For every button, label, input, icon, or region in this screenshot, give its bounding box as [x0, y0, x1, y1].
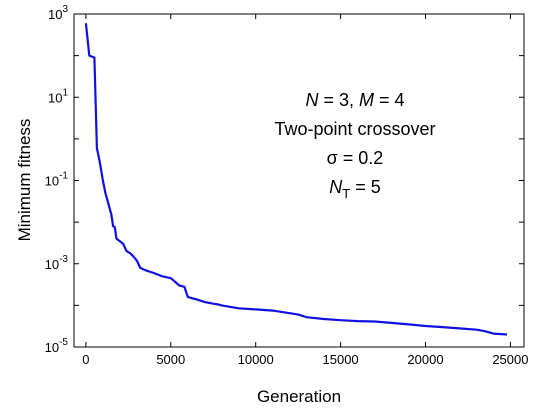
annotation-params: N = 3, M = 4 [305, 90, 404, 110]
y-tick-label: 101 [48, 87, 68, 105]
annotation-sigma: σ = 0.2 [327, 148, 384, 168]
x-tick-label: 10000 [238, 352, 274, 367]
y-tick-labels: 10-5 10-3 10-1 101 103 [45, 4, 69, 355]
y-tick-label: 10-1 [45, 171, 69, 189]
plot-frame [73, 13, 525, 348]
x-tick-label: 15000 [323, 352, 359, 367]
x-tick-label: 5000 [156, 352, 185, 367]
y-tick-label: 103 [48, 4, 68, 22]
annotation-nt: NT = 5 [329, 177, 380, 201]
y-tick-label: 10-3 [45, 254, 69, 272]
x-tick-labels: 0 5000 10000 15000 20000 25000 [82, 352, 528, 367]
annotation-method: Two-point crossover [274, 119, 435, 139]
x-tick-label: 25000 [492, 352, 528, 367]
series-group [84, 23, 508, 336]
annotation-block: N = 3, M = 4 Two-point crossover σ = 0.2 NT… [274, 90, 435, 201]
x-tick-label: 0 [82, 352, 89, 367]
x-axis-title: Generation [257, 387, 341, 406]
axis-ticks [74, 13, 524, 348]
series-line [84, 23, 508, 336]
y-tick-label: 10-5 [45, 337, 69, 355]
y-axis-title: Minimum fitness [15, 119, 34, 242]
x-tick-label: 20000 [407, 352, 443, 367]
